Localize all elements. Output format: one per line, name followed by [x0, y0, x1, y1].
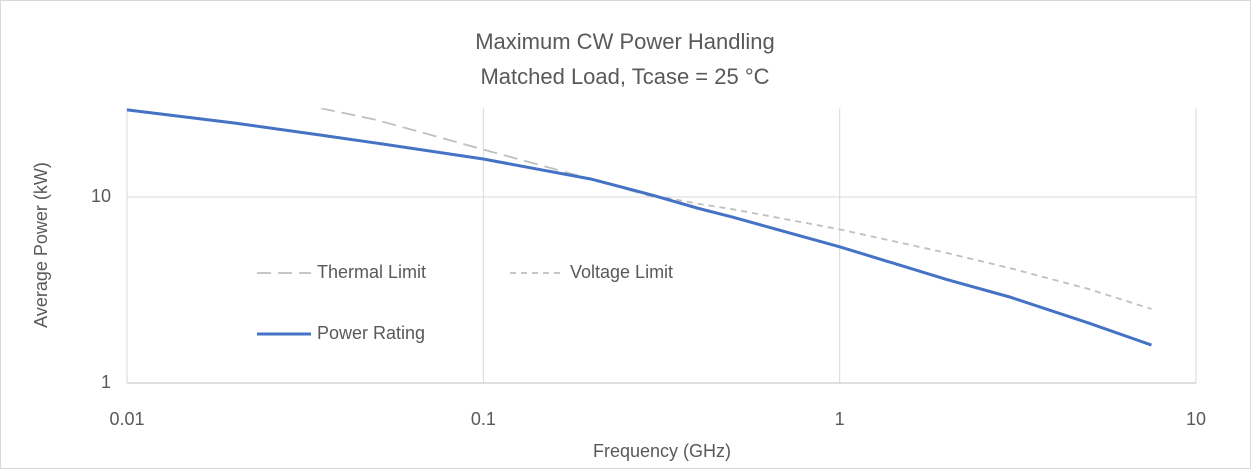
- legend-label: Thermal Limit: [317, 262, 426, 282]
- y-axis-label: Average Power (kW): [31, 162, 51, 328]
- x-tick-label: 0.01: [109, 409, 144, 429]
- x-tick-label: 10: [1186, 409, 1206, 429]
- y-tick-label: 1: [101, 372, 111, 392]
- x-tick-label: 0.1: [471, 409, 496, 429]
- legend-label: Power Rating: [317, 323, 425, 343]
- chart-subtitle: Matched Load, Tcase = 25 °C: [480, 64, 769, 89]
- legend-label: Voltage Limit: [570, 262, 673, 282]
- chart-title: Maximum CW Power Handling: [475, 29, 775, 54]
- y-tick-label: 10: [91, 186, 111, 206]
- series-line: [127, 108, 1152, 347]
- x-tick-label: 1: [835, 409, 845, 429]
- x-axis-label: Frequency (GHz): [593, 441, 731, 461]
